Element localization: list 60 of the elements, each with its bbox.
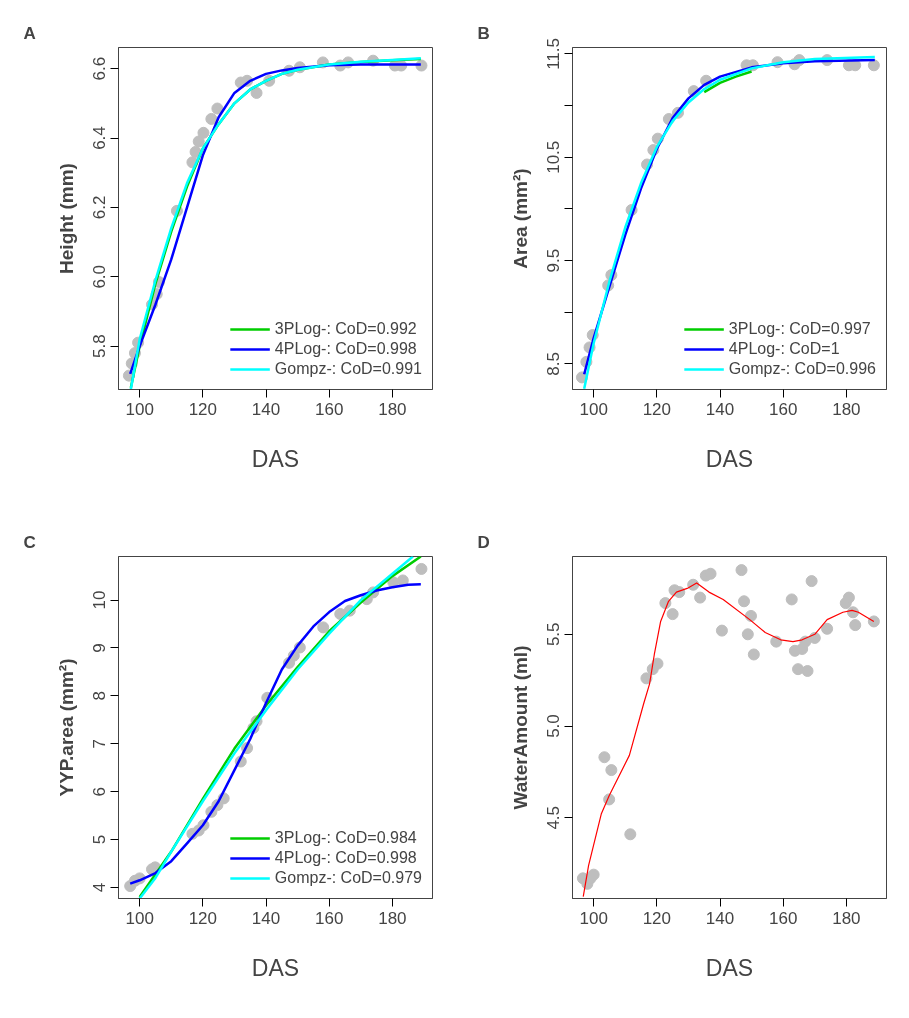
y-tick-label: 8.5 (544, 352, 564, 376)
x-tick-label: 120 (642, 399, 672, 419)
legend-label: Gompz-: CoD=0.991 (274, 360, 422, 378)
y-tick-label: 6.0 (90, 264, 110, 289)
y-tick-label: 11.5 (544, 37, 564, 70)
chart-title: D (477, 532, 490, 552)
y-tick-label: 5.0 (544, 714, 564, 738)
x-axis-title: DAS (251, 954, 300, 981)
legend-label: 3PLog-: CoD=0.992 (274, 320, 417, 338)
y-axis-title: Height (mm) (55, 163, 77, 274)
x-axis-title: DAS (705, 445, 754, 472)
y-tick-label: 5.5 (544, 622, 564, 647)
x-tick-label: 140 (251, 908, 281, 928)
x-tick-label: 100 (125, 908, 154, 928)
y-tick-label: 10.5 (544, 140, 564, 174)
legend-label: Gompz-: CoD=0.996 (728, 360, 876, 378)
x-tick-label: 100 (125, 399, 154, 419)
legend-label: 3PLog-: CoD=0.997 (728, 320, 871, 338)
x-tick-label: 180 (832, 399, 861, 419)
x-tick-label: 160 (769, 908, 798, 928)
y-tick-label: 6.6 (90, 56, 110, 81)
y-tick-label: 6.2 (90, 195, 110, 220)
y-tick-label: 7 (90, 739, 110, 749)
chart-title: C (23, 532, 36, 552)
chart-title: B (477, 23, 490, 43)
y-tick-label: 8 (90, 691, 110, 701)
legend-label: 4PLog-: CoD=0.998 (274, 340, 417, 358)
x-tick-label: 180 (832, 908, 861, 928)
y-tick-label: 9 (90, 643, 110, 653)
legend-label: 3PLog-: CoD=0.984 (274, 829, 417, 847)
y-tick-label: 6.4 (90, 126, 110, 150)
x-tick-label: 140 (251, 399, 281, 419)
x-tick-label: 160 (315, 908, 344, 928)
legend-label: 4PLog-: CoD=1 (728, 340, 840, 358)
y-axis-title: YYP.area (mm²) (55, 658, 77, 797)
y-tick-label: 4.5 (544, 805, 564, 830)
x-tick-label: 160 (769, 399, 798, 419)
x-tick-label: 180 (378, 908, 407, 928)
legend-label: 4PLog-: CoD=0.998 (274, 849, 417, 867)
x-tick-label: 120 (188, 399, 218, 419)
x-tick-label: 100 (579, 399, 608, 419)
x-tick-label: 140 (705, 399, 735, 419)
x-axis-title: DAS (251, 445, 300, 472)
x-tick-label: 120 (188, 908, 218, 928)
chart-title: A (23, 23, 36, 43)
x-tick-label: 120 (642, 908, 672, 928)
x-tick-label: 140 (705, 908, 735, 928)
x-axis-title: DAS (705, 954, 754, 981)
y-tick-label: 4 (90, 882, 110, 893)
y-tick-label: 5.8 (90, 334, 110, 358)
legend-label: Gompz-: CoD=0.979 (274, 869, 422, 887)
y-axis-title: Area (mm²) (509, 168, 531, 269)
y-tick-label: 10 (90, 590, 110, 610)
y-tick-label: 6 (90, 786, 110, 797)
y-axis-title: WaterAmount (ml) (509, 645, 531, 810)
y-tick-label: 9.5 (544, 248, 564, 273)
y-tick-label: 5 (90, 834, 110, 845)
x-tick-label: 100 (579, 908, 608, 928)
x-tick-label: 160 (315, 399, 344, 419)
x-tick-label: 180 (378, 399, 407, 419)
